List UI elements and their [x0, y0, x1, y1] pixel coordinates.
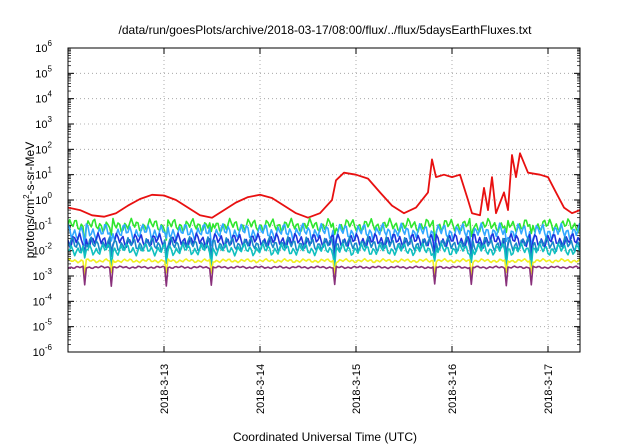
y-tick-label: 103 — [35, 115, 52, 131]
x-tick-label: 2018-3-15 — [351, 364, 363, 414]
chart-grid — [68, 48, 580, 352]
series-line-7 — [68, 265, 580, 287]
series-line-6 — [68, 257, 580, 277]
series-line-5 — [68, 242, 580, 269]
y-tick-label: 106 — [35, 39, 52, 55]
series-line-2 — [68, 222, 580, 254]
x-tick-label: 2018-3-17 — [543, 364, 555, 414]
y-axis-label: protons/cm2-s-sr-MeV — [22, 142, 37, 258]
plot-frame — [67, 47, 581, 353]
y-tick-label: 104 — [35, 90, 52, 106]
x-axis-ticks: 2018-3-13 2018-3-14 2018-3-15 2018-3-16 2018… — [159, 48, 555, 414]
y-tick-label: 10-1 — [33, 216, 53, 232]
y-axis-ticks: 10-6 10-5 10-4 10-3 10-2 10-1 100 101 102 103 104 1… — [33, 39, 580, 359]
series-line-0 — [68, 152, 580, 219]
x-tick-label: 2018-3-16 — [447, 364, 459, 414]
y-tick-label: 100 — [35, 191, 52, 207]
series-line-1 — [68, 217, 580, 246]
x-tick-label: 2018-3-13 — [159, 364, 171, 414]
y-tick-label: 10-6 — [33, 343, 53, 359]
y-tick-label: 101 — [35, 166, 52, 182]
chart-title: /data/run/goesPlots/archive/2018-03-17/0… — [119, 23, 533, 37]
series-line-4 — [68, 235, 580, 264]
y-tick-label: 10-3 — [33, 267, 53, 283]
y-tick-label: 10-2 — [33, 242, 53, 258]
x-axis-label: Coordinated Universal Time (UTC) — [233, 430, 417, 444]
y-tick-label: 10-4 — [33, 292, 53, 308]
chart-series — [68, 152, 580, 287]
y-tick-label: 105 — [35, 64, 52, 80]
y-tick-label: 102 — [35, 140, 52, 156]
x-tick-label: 2018-3-14 — [255, 364, 267, 414]
y-tick-label: 10-5 — [33, 318, 53, 334]
